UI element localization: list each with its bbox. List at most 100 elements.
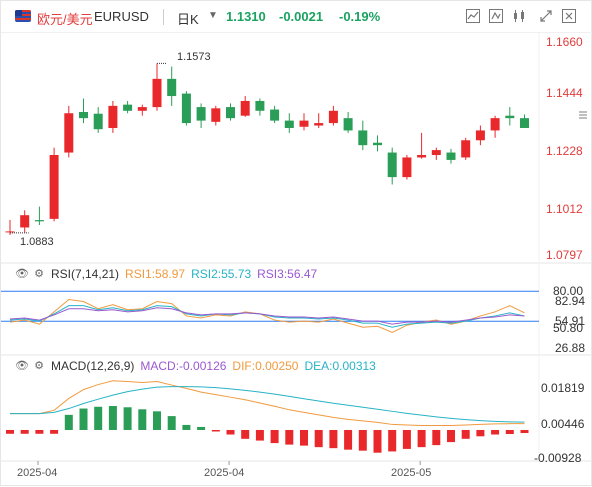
rsi-axis-mid: 54.91 <box>555 314 586 328</box>
rsi1-value: RSI1:58.97 <box>125 267 186 281</box>
candle-body <box>196 107 206 121</box>
chevron-down-icon[interactable]: ▼ <box>208 10 218 21</box>
candle-body <box>64 113 74 153</box>
rsi-line-rsi2 <box>9 305 525 328</box>
price-tick-2: 1.1444 <box>546 86 583 100</box>
macd-histogram-bar <box>6 429 14 434</box>
candle-type-icon[interactable] <box>512 9 528 25</box>
macd-histogram-bar <box>241 429 250 439</box>
macd-histogram-bar <box>94 406 103 430</box>
macd-histogram-bar <box>300 429 308 446</box>
macd-histogram-bar <box>388 429 397 452</box>
indicator-icon[interactable] <box>489 9 505 25</box>
symbol-name[interactable]: 欧元/美元 <box>37 12 93 27</box>
candle-body <box>417 155 427 158</box>
candle-body <box>108 105 118 128</box>
eye-icon[interactable]: 👁 <box>15 360 29 372</box>
macd-header: 👁 ⚙ MACD(12,26,9) MACD:-0.00126 DIF:0.00… <box>15 359 376 373</box>
macd-histogram-bar <box>64 414 73 430</box>
toolbar: 欧元/美元 EURUSD 日K ▼ 1.1310 -0.0021 -0.19% <box>1 1 592 33</box>
macd-histogram-bar <box>461 429 470 439</box>
candle-body <box>358 130 368 146</box>
date-label-1: 2025-04 <box>17 467 58 479</box>
dea-line <box>10 386 525 423</box>
candle-body <box>387 152 397 178</box>
macd-histogram-bar <box>79 408 88 430</box>
settings-icon[interactable]: ⚙ <box>34 268 44 280</box>
rsi-level-80: 80.00 <box>553 284 584 298</box>
candle-body <box>373 142 382 146</box>
candle-body <box>123 104 133 111</box>
candle-body <box>270 109 280 121</box>
period-selector[interactable]: 日K <box>177 12 199 27</box>
candle-body <box>446 152 456 160</box>
macd-histogram-bar <box>344 429 353 450</box>
rsi-axis-top: 82.94 <box>555 294 586 308</box>
toolbar-divider <box>163 9 164 25</box>
last-price: 1.1310 <box>226 9 266 24</box>
date-label-2: 2025-04 <box>204 467 245 479</box>
candle-body <box>5 231 15 233</box>
price-tick-4: 1.1012 <box>546 202 583 216</box>
rsi-name: RSI(7,14,21) <box>51 267 120 281</box>
macd-histogram-bar <box>373 429 382 453</box>
candle-body <box>167 78 177 97</box>
macd-histogram-bar <box>108 406 117 430</box>
macd-histogram-bar <box>447 429 455 443</box>
candle-body <box>520 118 529 128</box>
candle-body <box>152 78 162 108</box>
macd-histogram-bar <box>197 426 206 430</box>
macd-histogram-bar <box>138 409 147 430</box>
date-label-3: 2025-05 <box>391 467 432 479</box>
rsi-axis-bottom: 26.88 <box>555 341 586 355</box>
rsi-line-rsi3 <box>9 307 525 325</box>
candle-body <box>79 112 88 119</box>
macd-axis-mid: 0.00446 <box>541 417 585 431</box>
rsi-line-rsi1 <box>9 298 525 333</box>
macd-histogram-bar <box>226 429 235 435</box>
macd-axis-top: 0.01819 <box>541 381 585 395</box>
macd-histogram-bar <box>285 429 294 445</box>
macd-histogram-bar <box>182 424 191 430</box>
candle-body <box>461 140 471 158</box>
candle-body <box>49 155 59 219</box>
candle-body <box>181 93 191 124</box>
rsi2-value: RSI2:55.73 <box>191 267 252 281</box>
macd-histogram-bar <box>402 429 411 449</box>
line-chart-icon[interactable] <box>466 9 482 25</box>
macd-histogram-bar <box>20 429 29 434</box>
candle-body <box>284 120 294 128</box>
candle-body <box>343 118 353 131</box>
macd-name: MACD(12,26,9) <box>51 359 135 373</box>
side-panel-toggle-icon[interactable] <box>577 109 592 129</box>
candle-body <box>226 107 235 119</box>
macd-histogram-bar <box>358 429 367 451</box>
macd-histogram-bar <box>505 429 514 435</box>
macd-histogram-bar <box>35 429 44 434</box>
macd-histogram-bar <box>211 429 220 432</box>
macd-histogram-bar <box>520 429 529 434</box>
fullscreen-icon[interactable] <box>539 9 555 25</box>
close-icon[interactable] <box>562 9 578 25</box>
price-change: -0.0021 <box>279 9 324 24</box>
low-price-label: 1.0883 <box>20 236 54 248</box>
candle-body <box>137 107 147 111</box>
candle-body <box>402 157 412 178</box>
candle-body <box>505 115 515 119</box>
dif-line <box>10 380 525 426</box>
price-change-pct: -0.19% <box>339 9 381 24</box>
price-tick-1: 1.1660 <box>546 35 583 49</box>
candle-body <box>255 100 265 111</box>
price-tick-3: 1.1228 <box>546 144 583 158</box>
eye-icon[interactable]: 👁 <box>15 268 29 280</box>
macd-histogram-bar <box>314 429 323 448</box>
settings-icon[interactable]: ⚙ <box>34 360 44 372</box>
macd-value: MACD:-0.00126 <box>140 359 227 373</box>
eu-us-flag-icon <box>15 10 31 22</box>
high-price-label: 1.1573 <box>177 51 211 63</box>
candle-body <box>328 110 338 124</box>
macd-histogram-bar <box>270 429 279 444</box>
candle-body <box>93 113 103 130</box>
